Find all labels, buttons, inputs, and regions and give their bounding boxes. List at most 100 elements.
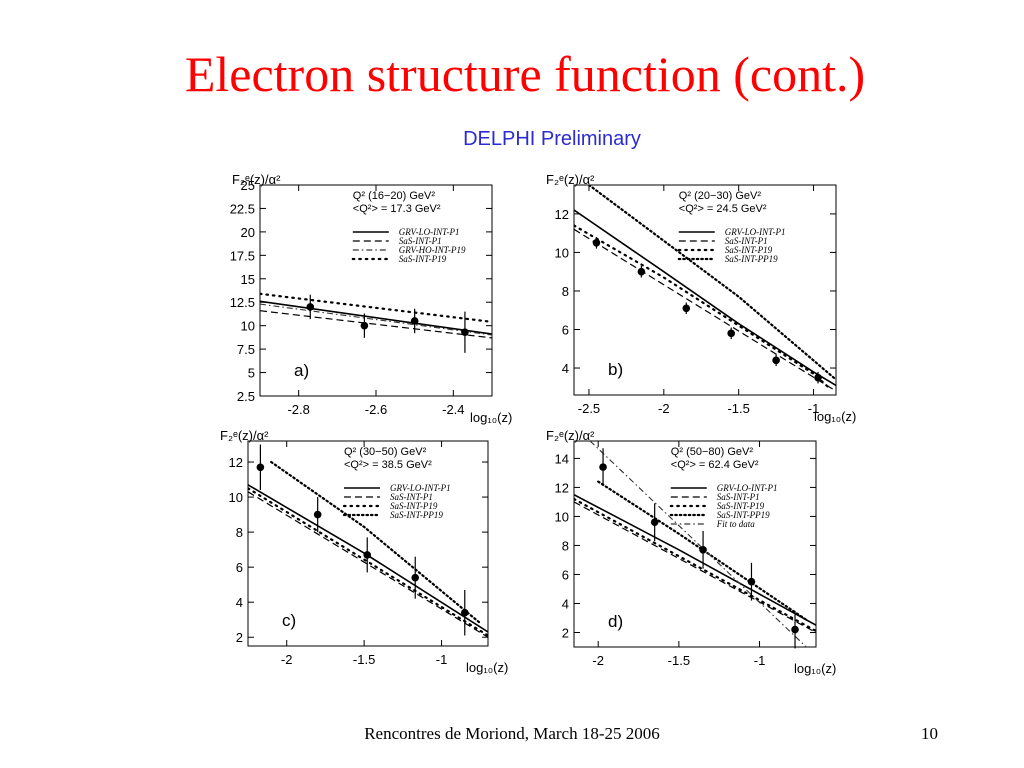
chart3-curve: [574, 497, 816, 633]
chart1-plot-frame: [573, 184, 837, 396]
chart2-legend-label: SaS-INT-PP19: [390, 510, 443, 520]
chart3-curve: [597, 480, 809, 622]
chart0-y-tick-label: 15: [241, 272, 255, 287]
chart1-y-tick-label: 4: [562, 361, 569, 376]
chart2-y-tick-label: 6: [236, 560, 243, 575]
chart0-data-point: [360, 321, 369, 330]
page-number: 10: [921, 724, 938, 743]
chart2-data-point: [256, 463, 265, 472]
chart3-panel-label: d): [608, 612, 623, 631]
chart2-curve: [270, 460, 482, 625]
chart3-data-point: [747, 577, 756, 586]
chart2-panel-label: c): [282, 611, 296, 630]
chart3-y-tick-label: 8: [562, 538, 569, 553]
chart0-x-axis-label: log₁₀(z): [470, 410, 512, 425]
chart1-data-point: [682, 304, 691, 313]
chart0-y-tick-label: 17.5: [230, 248, 255, 263]
chart2-x-tick-label: -2: [281, 652, 293, 667]
chart3-data-point: [599, 463, 607, 471]
chart3-legend-label: GRV-LO-INT-P1: [717, 483, 778, 493]
chart2-curve: [248, 491, 488, 638]
chart0-data-point: [306, 303, 315, 311]
chart3-plot-frame: [573, 440, 817, 648]
chart3-y-tick-label: 10: [555, 509, 569, 524]
chart3-legend-label: Fit to data: [716, 519, 755, 529]
chart2-data-point: [363, 551, 372, 559]
chart3-curve: [574, 501, 816, 634]
chart2-legend-label: GRV-LO-INT-P1: [390, 483, 451, 493]
chart2-info-text: <Q²> = 38.5 GeV²: [344, 459, 432, 471]
chart0-x-tick-label: -2.4: [442, 402, 464, 417]
chart2-y-tick-label: 10: [229, 490, 243, 505]
chart0-curve: [260, 292, 492, 323]
chart0-y-tick-label: 7.5: [237, 342, 255, 357]
slide-subtitle: DELPHI Preliminary: [463, 128, 641, 150]
chart2-y-tick-label: 4: [236, 595, 243, 610]
chart3-data-point: [650, 518, 659, 527]
chart0-panel-label: a): [294, 361, 309, 380]
chart3-y-tick-label: 14: [555, 451, 569, 466]
chart1-x-tick-label: -2.5: [578, 401, 600, 416]
chart1-x-tick-label: -2: [658, 401, 670, 416]
chart3-data-point: [791, 625, 799, 634]
chart1-x-tick-label: -1: [808, 401, 820, 416]
chart-b: 4 6 8 10 12 -2.5 -2 -1.5 -1 F₂ᵉ(z)/α² log₁₀(z) Q² (…: [546, 172, 856, 424]
chart3-y-tick-label: 2: [562, 625, 569, 640]
panel-d: 2 4 6 8 10 12 14 -2 -1.5 -1 F₂ᵉ(z)/α² log₁₀(z) Q² (5…: [540, 424, 845, 676]
chart2-data-point: [411, 573, 420, 582]
chart3-info-text: Q² (50−80) GeV²: [671, 446, 754, 458]
chart0-y-tick-label: 12.5: [230, 295, 255, 310]
chart0-curve: [260, 310, 492, 339]
chart1-data-point: [814, 373, 822, 382]
chart2-y-tick-label: 2: [236, 630, 243, 645]
chart1-data-point: [772, 356, 780, 365]
chart1-legend-label: GRV-LO-INT-P1: [725, 227, 786, 237]
chart0-legend-label: GRV-HO-INT-P19: [399, 245, 466, 255]
chart3-x-tick-label: -2: [592, 653, 604, 668]
slide-title: Electron structure function (cont.): [184, 46, 866, 102]
chart1-y-tick-label: 8: [562, 284, 569, 299]
chart1-data-point: [592, 238, 601, 247]
chart3-legend-label: SaS-INT-P1: [717, 492, 760, 502]
chart1-data-point: [637, 267, 646, 276]
chart1-data-point: [727, 329, 735, 338]
chart3-legend-label: SaS-INT-P19: [717, 501, 765, 511]
chart0-y-tick-label: 22.5: [230, 201, 255, 216]
chart2-plot-frame: [247, 440, 489, 647]
chart1-x-axis-label: log₁₀(z): [814, 409, 856, 424]
chart1-x-tick-label: -1.5: [727, 401, 749, 416]
chart0-curve: [260, 300, 492, 335]
footer-text: Rencontres de Moriond, March 18-25 2006: [364, 724, 660, 743]
chart0-info-text: <Q²> = 17.3 GeV²: [353, 203, 441, 215]
chart2-curve: [248, 487, 488, 637]
chart1-panel-label: b): [608, 360, 623, 379]
chart3-legend-label: SaS-INT-PP19: [717, 510, 770, 520]
chart0-curves: [260, 292, 492, 339]
chart1-y-tick-label: 6: [562, 322, 569, 337]
chart0-y-axis-label: F₂ᵉ(z)/α²: [232, 172, 281, 187]
chart1-y-tick-label: 12: [555, 207, 569, 222]
chart3-curve: [574, 493, 816, 626]
chart3-y-axis-label: F₂ᵉ(z)/α²: [546, 428, 595, 443]
chart3-x-tick-label: -1: [754, 653, 766, 668]
chart0-y-tick-label: 10: [241, 319, 255, 334]
chart0-x-tick-label: -2.8: [287, 402, 309, 417]
chart-c: 2 4 6 8 10 12 -2 -1.5 -1 F₂ᵉ(z)/α² log₁₀(z) Q² (30−…: [220, 428, 508, 675]
chart1-curve: [587, 185, 836, 381]
chart0-data-point: [410, 317, 419, 325]
chart1-curve: [574, 228, 836, 392]
chart2-legend-label: SaS-INT-P1: [390, 492, 433, 502]
chart-a: 2.5 5 7.5 10 12.5 15 17.5 20 22.5 25 -2.8 -2.6 -2.4 F…: [230, 172, 513, 425]
chart2-x-axis-label: log₁₀(z): [466, 660, 508, 675]
chart0-y-tick-label: 2.5: [237, 389, 255, 404]
panel-b: 4 6 8 10 12 -2.5 -2 -1.5 -1 F₂ᵉ(z)/α² log₁₀(z) Q² (…: [540, 168, 856, 424]
chart0-x-tick-label: -2.6: [365, 402, 387, 417]
chart0-y-tick-label: 5: [248, 366, 255, 381]
chart0-info-text: Q² (16−20) GeV²: [353, 190, 436, 202]
chart2-y-axis-label: F₂ᵉ(z)/α²: [220, 428, 269, 443]
chart1-info-text: <Q²> = 24.5 GeV²: [679, 203, 767, 215]
chart2-data-point: [313, 510, 322, 519]
chart3-data-point: [699, 546, 707, 554]
chart2-info-text: Q² (30−50) GeV²: [344, 446, 427, 458]
chart0-y-tick-label: 20: [241, 225, 255, 240]
